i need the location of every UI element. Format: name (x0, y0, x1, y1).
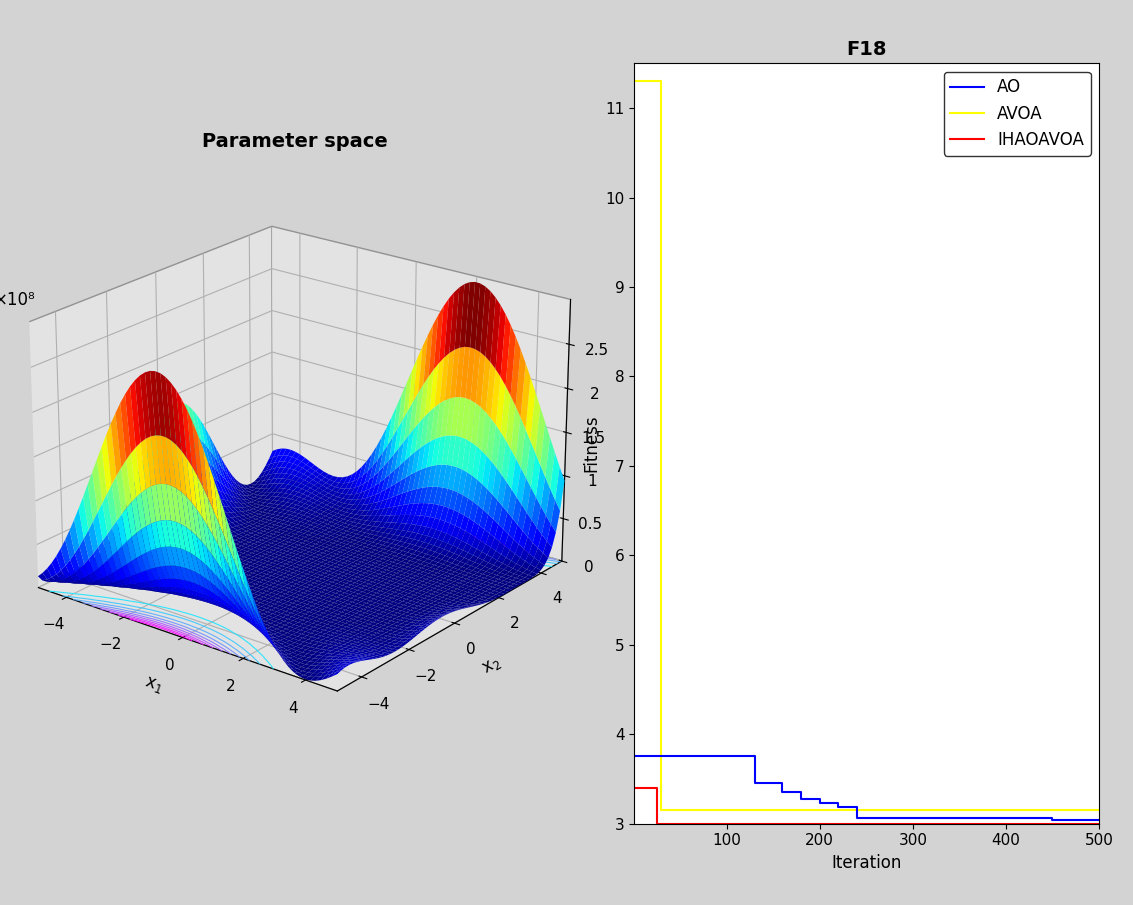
Line: IHAOAVOA: IHAOAVOA (634, 787, 1099, 824)
IHAOAVOA (1092, 818, 1106, 829)
Y-axis label: Fitness: Fitness (582, 414, 600, 472)
X-axis label: x$_1$: x$_1$ (142, 673, 165, 696)
AO (794, 793, 808, 804)
AO (813, 793, 827, 804)
AO (832, 797, 845, 808)
AVOA (655, 805, 668, 815)
AO (776, 778, 790, 789)
AO (748, 778, 761, 789)
Title: Parameter space: Parameter space (202, 132, 387, 151)
AO (628, 751, 641, 762)
AO (1046, 814, 1059, 825)
Y-axis label: x$_2$: x$_2$ (478, 653, 503, 679)
AVOA (655, 76, 668, 87)
AO (813, 797, 827, 808)
AO (794, 786, 808, 797)
AO (850, 813, 863, 824)
Line: AO: AO (634, 757, 1099, 820)
AO (832, 802, 845, 813)
AO (776, 786, 790, 797)
Legend: AO, AVOA, IHAOAVOA: AO, AVOA, IHAOAVOA (944, 71, 1091, 156)
AO (748, 751, 761, 762)
AO (719, 751, 733, 762)
Title: F18: F18 (846, 40, 887, 59)
AO (719, 751, 733, 762)
IHAOAVOA (650, 782, 664, 793)
AVOA (1092, 805, 1106, 815)
IHAOAVOA (650, 818, 664, 829)
AO (1046, 813, 1059, 824)
AO (850, 802, 863, 813)
Text: ×10⁸: ×10⁸ (0, 291, 36, 310)
X-axis label: Iteration: Iteration (832, 853, 902, 872)
AO (1092, 814, 1106, 825)
AVOA (628, 76, 641, 87)
Line: AVOA: AVOA (634, 81, 1099, 810)
IHAOAVOA (628, 782, 641, 793)
